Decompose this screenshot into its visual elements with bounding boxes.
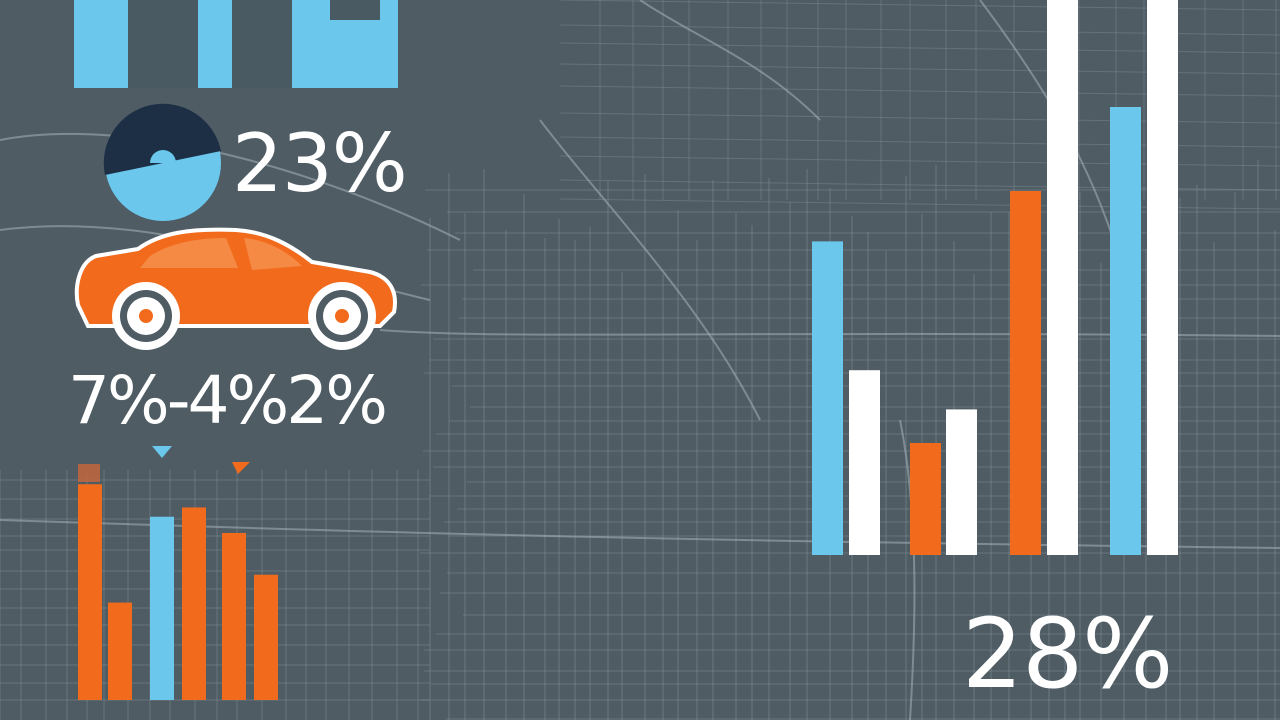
stat-23-percent: 23% [232,117,408,210]
chart-small-bar-0 [78,484,102,700]
large-bar-chart [812,0,1178,555]
chart-large-bar-4 [1010,191,1041,555]
chart-small-bar-2 [150,516,174,700]
pie-slice-23 [103,103,221,175]
bar-cap [78,464,100,482]
chart-small-bar-5 [254,574,278,700]
building-icon [74,0,398,88]
car-icon [74,227,397,350]
chart-large-bar-6 [1110,107,1141,555]
small-bar-chart [78,484,278,700]
stat-7-4-2-percent: 7%-4%2% [68,362,388,439]
chart-large-bar-0 [812,241,843,555]
pie-gauge-icon [103,103,221,221]
chart-small-bar-1 [108,602,132,700]
chart-small-bar-3 [182,507,206,700]
chart-large-bar-1 [849,370,880,555]
chart-small-bar-4 [222,532,246,700]
chart-large-bar-7 [1147,0,1178,555]
stat-28-percent: 28% [962,598,1173,710]
chart-large-bar-3 [946,409,977,555]
marker-triangle-blue [152,446,172,458]
marker-triangle-orange [232,462,250,474]
chart-large-bar-5 [1047,0,1078,555]
chart-large-bar-2 [910,443,941,555]
